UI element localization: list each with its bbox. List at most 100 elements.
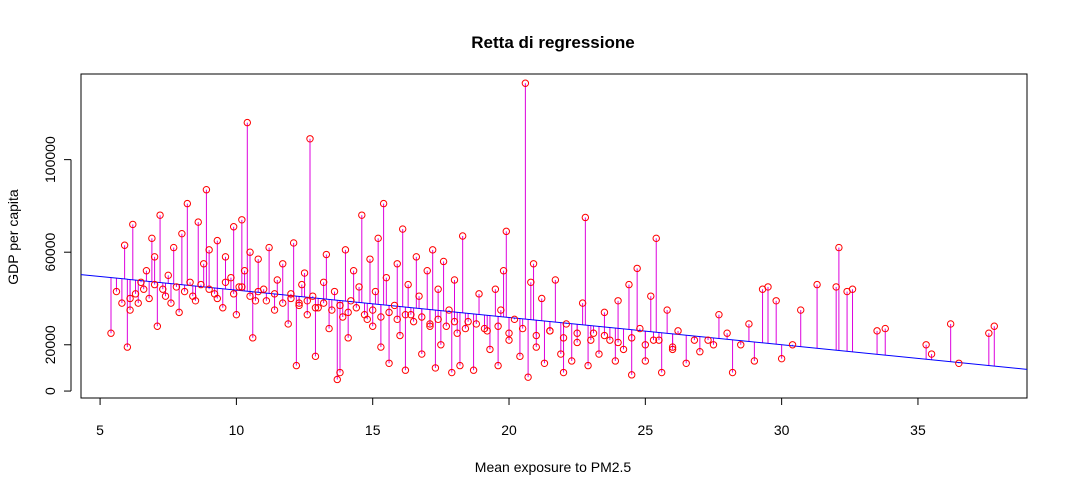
data-point [557,350,565,358]
data-point [311,304,320,312]
data-point [813,280,821,289]
data-point [186,278,194,286]
data-point [524,373,532,381]
data-point [309,292,317,300]
data-point [589,329,598,337]
data-point [205,285,213,293]
data-point [377,343,385,351]
data-point [450,317,459,326]
x-tick-label: 35 [910,422,926,438]
data-point [636,324,644,333]
data-point [581,213,590,222]
data-point [349,267,358,275]
data-point [262,297,271,305]
data-point [156,211,164,219]
data-point [453,329,461,337]
data-point [573,329,581,337]
x-tick-label: 15 [365,422,381,438]
data-point [587,336,595,344]
data-point [494,322,502,330]
data-point [292,361,301,370]
data-point [251,297,260,305]
data-point [273,276,281,284]
data-point [319,278,328,286]
data-point [709,341,718,349]
x-tick-label: 10 [229,422,245,438]
data-point [494,361,502,370]
data-point [448,368,456,377]
data-point [546,327,554,335]
data-point [379,199,388,208]
data-point [401,366,410,374]
data-points [107,79,998,384]
data-point [235,283,243,291]
data-point [120,241,129,249]
data-point [529,260,538,268]
data-point [461,324,470,333]
data-point [600,308,609,317]
data-point [369,322,377,330]
data-point [221,253,230,261]
data-point [627,334,636,342]
data-point [385,359,393,367]
data-point [169,243,178,252]
data-point [328,306,336,314]
y-axis: 0 20000 60000 100000 [42,136,72,395]
data-point [600,331,609,340]
data-point [704,336,712,344]
data-point [339,313,347,321]
data-point [690,336,699,344]
data-point [764,283,772,291]
data-point [682,359,690,367]
data-point [715,310,723,319]
data-point [189,292,197,300]
data-point [330,287,339,296]
data-point [472,320,481,328]
data-point [955,359,963,367]
data-point [559,334,568,342]
y-tick-label: 20000 [42,325,58,364]
data-point [647,292,655,300]
data-point [112,287,121,296]
data-point [238,216,246,224]
data-point [668,345,677,354]
data-point [178,229,186,238]
data-point [606,336,614,344]
data-point [197,280,205,289]
data-point [521,79,530,87]
data-point [927,350,936,358]
data-point [881,324,889,333]
data-point [300,269,309,277]
data-point [532,331,540,340]
data-point [398,225,407,233]
data-point [284,320,292,328]
data-point [374,234,382,243]
data-point [142,267,151,275]
data-point [336,368,344,377]
data-point [246,292,254,300]
data-point [657,368,666,377]
data-point [287,290,295,298]
data-point [595,350,603,358]
data-point [772,297,780,305]
chart-title: Retta di regressione [471,33,634,52]
data-point [649,336,658,344]
data-point [137,278,145,286]
data-point [232,310,241,319]
data-point [434,315,442,324]
data-point [219,304,227,312]
data-point [270,306,279,314]
data-point [450,276,459,284]
data-point [723,329,731,337]
data-point [559,368,568,377]
data-point [295,301,303,310]
data-point [439,257,448,266]
data-point [167,299,175,307]
data-point [240,267,249,275]
data-point [249,334,257,342]
data-point [180,287,189,296]
data-point [377,313,385,321]
data-point [306,135,314,143]
data-point [126,294,134,303]
data-point [344,308,352,317]
